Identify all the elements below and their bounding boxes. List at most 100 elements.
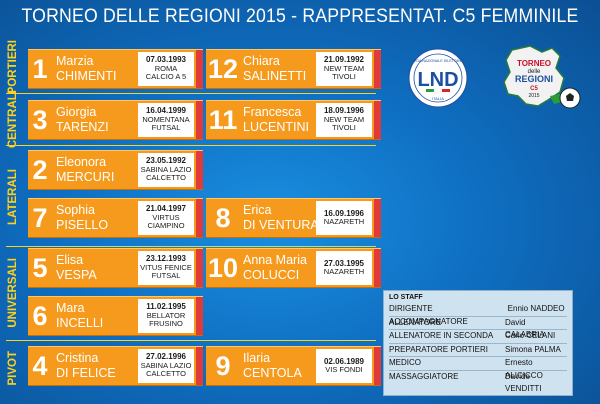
player-club: NOMENTANA	[142, 114, 190, 124]
tdr-logo-line4: C5	[530, 86, 538, 92]
player-first-name: Eleonora	[56, 155, 107, 169]
player-club-line2: CALCETTO	[146, 369, 186, 379]
player-card-5: 5 Elisa VESPA 23.12.1993 VITUS FENICE FU…	[28, 248, 203, 288]
card-stripe	[194, 151, 203, 189]
player-info: 21.09.1992 NEW TEAM TIVOLI	[316, 52, 372, 86]
player-first-name: Ilaria	[243, 351, 271, 365]
lnd-logo-bottom: ITALIA	[432, 96, 444, 101]
player-dob: 18.09.1996	[323, 106, 365, 116]
player-last-name: COLUCCI	[243, 268, 300, 282]
player-card-11: 11 Francesca LUCENTINI 18.09.1996 NEW TE…	[206, 100, 381, 140]
card-stripe	[194, 199, 203, 237]
player-info: 23.12.1993 VITUS FENICE FUTSAL	[138, 251, 194, 285]
player-info: 11.02.1995 BELLATOR FRUSINO	[138, 299, 194, 333]
player-dob: 21.04.1997	[145, 204, 187, 214]
player-first-name: Chiara	[243, 54, 280, 68]
player-last-name: TARENZI	[56, 120, 109, 134]
tdr-logo-year: 2015	[528, 93, 539, 99]
player-last-name: CENTOLA	[243, 366, 302, 380]
player-dob: 16.04.1999	[145, 106, 187, 116]
category-laterali: LATERALI	[3, 148, 22, 246]
player-club-line2: TIVOLI	[332, 123, 356, 133]
player-club-line2: FUTSAL	[151, 123, 181, 133]
staff-name: Ernesto ALICICCO	[505, 358, 543, 380]
staff-role: MEDICO	[389, 358, 421, 367]
staff-heading: LO STAFF	[389, 294, 423, 301]
player-club: SABINA LAZIO	[140, 360, 192, 370]
player-dob: 27.03.1995	[323, 258, 365, 268]
player-last-name: SALINETTI	[243, 69, 307, 83]
separator	[6, 145, 376, 146]
player-card-7: 7 Sophia PISELLO 21.04.1997 VIRTUS CIAMP…	[28, 198, 203, 238]
staff-row: ALLENATORE IN SECONDA Carlo CELANI	[389, 330, 567, 344]
staff-name: David CALABRIA	[505, 317, 545, 340]
player-club-line2: FUTSAL	[151, 271, 181, 281]
player-club: BELLATOR	[146, 310, 186, 320]
player-club: VIS FONDI	[325, 365, 363, 374]
card-stripe	[372, 347, 381, 385]
player-info: 16.09.1996 NAZARETH	[316, 201, 372, 235]
torneo-regioni-logo: TORNEO delle REGIONI C5 2015	[490, 42, 585, 117]
player-number: 10	[207, 253, 239, 283]
staff-table: LO STAFF DIRIGENTE ACCOMPAGNATORE Ennio N…	[383, 290, 573, 396]
player-club: SABINA LAZIO	[140, 164, 192, 174]
player-club: VIRTUS	[152, 212, 180, 222]
player-dob: 07.03.1993	[145, 55, 187, 65]
player-club-line2: CALCETTO	[146, 173, 186, 183]
player-info: 27.03.1995 NAZARETH	[316, 251, 372, 285]
staff-row: ALLENATORE David CALABRIA	[389, 317, 567, 340]
category-laterali-label: LATERALI	[6, 168, 19, 225]
player-last-name: LUCENTINI	[243, 120, 309, 134]
player-last-name: INCELLI	[56, 316, 104, 330]
player-club: NAZARETH	[323, 217, 365, 226]
player-number: 6	[32, 301, 48, 331]
staff-name: Ennio NADDEO	[507, 304, 565, 313]
player-info: 18.09.1996 NEW TEAM TIVOLI	[316, 103, 372, 137]
player-club-line2: CIAMPINO	[147, 221, 185, 231]
player-info: 23.05.1992 SABINA LAZIO CALCETTO	[138, 153, 194, 187]
player-dob: 23.05.1992	[145, 156, 187, 166]
player-name: Giorgia TARENZI	[56, 105, 109, 135]
category-universali: UNIVERSALI	[3, 248, 22, 338]
player-last-name: CHIMENTI	[56, 69, 117, 83]
player-dob: 02.06.1989	[323, 356, 365, 366]
player-card-8: 8 Erica DI VENTURA 16.09.1996 NAZARETH	[206, 198, 381, 238]
player-first-name: Francesca	[243, 105, 302, 119]
player-name: Marzia CHIMENTI	[56, 54, 116, 84]
player-last-name: PISELLO	[56, 218, 109, 232]
player-club: ROMA	[154, 63, 178, 73]
category-portieri-label: PORTIERI	[6, 39, 19, 95]
player-first-name: Marzia	[56, 54, 94, 68]
player-last-name: VESPA	[56, 268, 97, 282]
player-club: VITUS FENICE	[140, 262, 192, 272]
player-first-name: Anna Maria	[243, 253, 307, 267]
staff-name: Carlo CELANI	[505, 331, 556, 340]
player-number: 8	[215, 203, 231, 233]
player-number: 5	[32, 253, 48, 283]
player-info: 21.04.1997 VIRTUS CIAMPINO	[138, 201, 194, 235]
card-stripe	[194, 249, 203, 287]
player-last-name: DI FELICE	[56, 366, 116, 380]
staff-role: MASSAGGIATORE	[389, 371, 459, 381]
player-number: 2	[32, 155, 48, 185]
player-name: Cristina DI FELICE	[56, 351, 116, 381]
player-name: Ilaria CENTOLA	[243, 351, 302, 381]
category-centrali-label: CENTRALI	[6, 89, 19, 149]
card-stripe	[372, 101, 381, 139]
player-number: 12	[207, 54, 239, 84]
player-number: 1	[32, 54, 48, 84]
player-club: NEW TEAM	[323, 114, 365, 124]
player-club-line2: CALCIO A 5	[145, 72, 187, 82]
player-name: Erica DI VENTURA	[243, 203, 319, 233]
player-dob: 27.02.1996	[145, 352, 187, 362]
player-first-name: Elisa	[56, 253, 84, 267]
staff-row: PREPARATORE PORTIERI Simona PALMA	[389, 344, 567, 357]
player-name: Anna Maria COLUCCI	[243, 253, 307, 283]
staff-role: DIRIGENTE ACCOMPAGNATORE	[389, 304, 468, 326]
player-first-name: Cristina	[56, 351, 99, 365]
player-last-name: DI VENTURA	[243, 218, 319, 232]
player-info: 02.06.1989 VIS FONDI	[316, 349, 372, 383]
staff-name: Simona PALMA	[505, 344, 561, 354]
card-stripe	[194, 347, 203, 385]
player-first-name: Mara	[56, 301, 85, 315]
